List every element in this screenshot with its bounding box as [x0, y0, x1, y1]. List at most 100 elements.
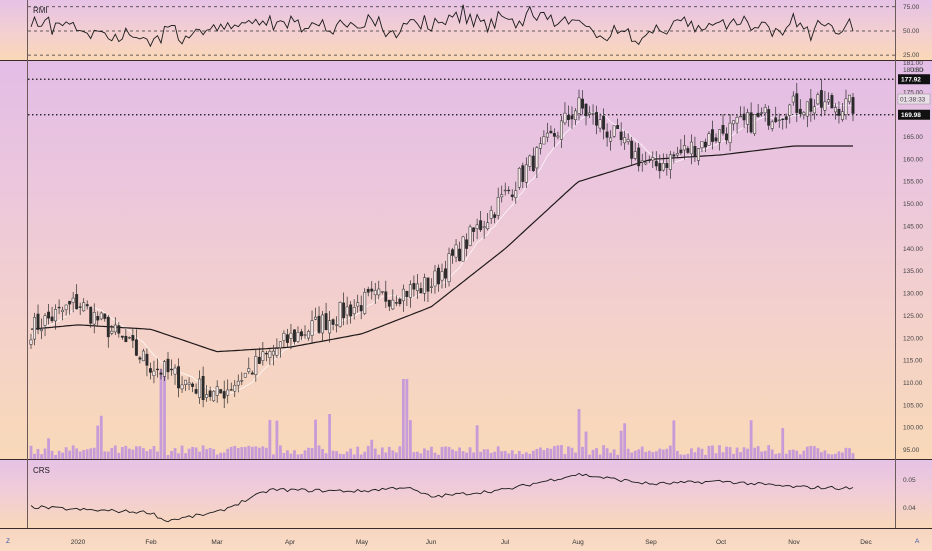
candle	[289, 323, 293, 350]
volume-bar	[623, 423, 627, 459]
volume-bar	[728, 447, 732, 459]
volume-bar	[247, 445, 251, 459]
time-tick-dec: Dec	[860, 539, 872, 546]
candle	[349, 301, 353, 324]
candle	[229, 382, 233, 391]
crs-chart: 0.05 0.04	[30, 472, 916, 523]
candle	[345, 296, 349, 325]
volume-bar	[127, 448, 131, 459]
volume-bar	[156, 451, 159, 459]
volume-bar	[250, 446, 254, 459]
volume-bar	[75, 448, 79, 459]
candle	[187, 377, 191, 391]
volume-bar	[697, 447, 700, 459]
volume-bar	[553, 446, 556, 459]
crs-line	[30, 472, 854, 523]
volume-bar	[352, 454, 356, 459]
candle	[61, 306, 65, 321]
candle	[215, 380, 219, 403]
volume-bar	[61, 452, 65, 459]
volume-bar	[271, 454, 275, 459]
volume-bar	[496, 446, 500, 459]
candle	[240, 372, 244, 385]
candle	[805, 101, 809, 128]
candle	[36, 304, 40, 335]
price-tick: 155.00	[903, 179, 923, 186]
price-tick: 130.00	[903, 291, 923, 298]
pane-separator[interactable]	[0, 459, 932, 460]
candle	[89, 306, 93, 328]
candle	[675, 146, 679, 159]
price-tick: 115.00	[903, 358, 923, 365]
candle	[268, 348, 272, 366]
volume-bar	[314, 419, 317, 459]
volume-bar	[194, 447, 198, 459]
volume-bar	[556, 445, 560, 459]
candle	[521, 162, 525, 189]
candle	[493, 211, 497, 224]
time-axis[interactable]	[0, 528, 932, 551]
volume-bar	[612, 449, 616, 459]
candle	[507, 186, 511, 195]
candle	[314, 307, 317, 321]
volume-bar	[465, 452, 468, 459]
volume-bar	[637, 449, 641, 459]
volume-bar	[545, 448, 549, 459]
candle	[728, 114, 732, 152]
rmi-label: RMI	[33, 6, 48, 15]
price-tick: 160.00	[903, 156, 923, 163]
level-badge-high[interactable]: 177.92	[898, 74, 930, 85]
price-tick: 145.00	[903, 223, 923, 230]
volume-bar	[605, 448, 609, 459]
candle	[718, 129, 721, 151]
volume-bar	[475, 425, 479, 459]
candle	[619, 122, 623, 146]
time-tick-oct: Oct	[715, 539, 727, 546]
volume-bar	[528, 453, 532, 459]
volume-bar	[844, 447, 848, 459]
price-chart[interactable]: 180.00175.00170.00165.00160.00155.00150.…	[0, 60, 932, 459]
volume-bar	[394, 452, 398, 459]
candle	[574, 108, 577, 126]
candle	[647, 155, 651, 164]
candle	[833, 103, 837, 120]
candle	[602, 108, 606, 140]
pane-separator[interactable]	[0, 60, 932, 61]
candle	[426, 277, 430, 303]
volume-bar	[774, 453, 778, 459]
volume-bar	[36, 448, 40, 459]
auto-scale-toggle[interactable]: A	[915, 538, 920, 545]
candle	[644, 151, 648, 166]
volume-bar	[760, 451, 764, 459]
price-tick: 95.00	[903, 447, 920, 454]
volume-bar	[732, 453, 735, 459]
volume-bar	[598, 454, 602, 459]
volume-bar	[345, 451, 349, 459]
candle	[444, 260, 447, 288]
price-scale-border[interactable]	[895, 0, 896, 528]
volume-bar	[33, 453, 36, 459]
candle	[479, 211, 483, 232]
candle	[78, 302, 82, 315]
time-tick-2020: 2020	[70, 539, 86, 546]
volume-bar	[675, 450, 679, 459]
level-badge-low[interactable]: 169.98	[898, 109, 930, 120]
candle	[556, 131, 560, 140]
volume-bar	[447, 446, 451, 459]
candle	[96, 311, 100, 327]
candle	[212, 390, 216, 402]
volume-bar	[588, 454, 591, 459]
timezone-toggle[interactable]: Z	[6, 538, 10, 545]
volume-bar	[549, 448, 553, 459]
plot-left-border	[27, 0, 28, 528]
candle	[275, 338, 279, 359]
volume-bar	[433, 452, 437, 459]
rmi-chart: 75.00 50.00 25.00	[28, 4, 920, 59]
volume-bar	[96, 425, 100, 459]
candle	[92, 303, 96, 334]
candle	[50, 306, 54, 323]
volume-bar	[742, 447, 746, 459]
candle	[152, 360, 156, 384]
time-tick-jun: Jun	[425, 539, 437, 546]
volume-bar	[739, 452, 742, 459]
